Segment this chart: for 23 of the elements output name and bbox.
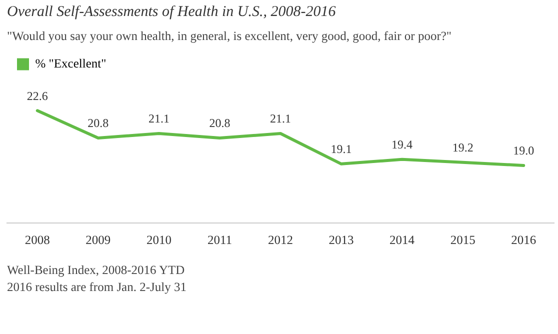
x-tick-label: 2008 [24, 232, 50, 247]
chart-title: Overall Self-Assessments of Health in U.S., 2008-2016 [7, 4, 336, 21]
data-label: 19.0 [513, 144, 534, 158]
x-tick-label: 2014 [390, 232, 416, 247]
chart-subtitle: "Would you say your own health, in general, is excellent, very good, good, fair or poor?" [7, 29, 452, 44]
data-label: 22.6 [26, 88, 48, 103]
data-label: 20.8 [88, 116, 109, 130]
x-tick-label: 2009 [86, 232, 111, 247]
x-tick-label: 2013 [328, 232, 354, 247]
text: 2016 results are from Jan. 2-July 31 [7, 279, 186, 296]
x-tick-label: 2016 [511, 232, 536, 247]
data-label: 19.4 [392, 138, 413, 152]
data-label: 20.8 [209, 116, 230, 130]
x-tick-label: 2015 [450, 232, 476, 247]
text: Well-Being Index, 2008-2016 YTD [7, 262, 186, 279]
data-label: 21.1 [270, 112, 291, 126]
data-label: 19.1 [330, 142, 352, 156]
data-label: 19.2 [452, 140, 474, 155]
x-tick-label: 2012 [268, 232, 293, 247]
x-tick-label: 2011 [207, 232, 232, 247]
x-tick-label: 2010 [146, 232, 172, 247]
data-label: 21.1 [148, 112, 170, 126]
legend-label: % "Excellent" [35, 56, 106, 71]
